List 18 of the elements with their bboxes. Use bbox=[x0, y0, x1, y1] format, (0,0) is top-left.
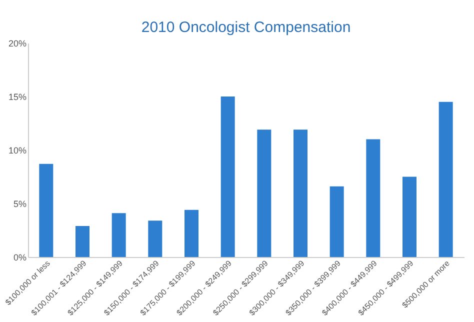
bar bbox=[76, 226, 90, 257]
bar bbox=[330, 186, 344, 257]
y-tick-label: 0% bbox=[13, 252, 26, 262]
bar bbox=[366, 139, 380, 257]
bar bbox=[220, 96, 235, 257]
y-tick-label: 15% bbox=[8, 92, 26, 102]
y-tick-label: 5% bbox=[13, 199, 26, 209]
bar bbox=[148, 220, 162, 257]
y-tick-label: 20% bbox=[8, 38, 26, 48]
bar bbox=[294, 130, 308, 257]
bar bbox=[257, 130, 272, 257]
bar bbox=[184, 210, 198, 257]
bar bbox=[39, 164, 54, 257]
bar bbox=[438, 102, 453, 257]
bar bbox=[402, 176, 416, 257]
y-tick-label: 10% bbox=[8, 146, 26, 156]
bar bbox=[112, 213, 126, 257]
chart-title: 2010 Oncologist Compensation bbox=[141, 19, 351, 36]
